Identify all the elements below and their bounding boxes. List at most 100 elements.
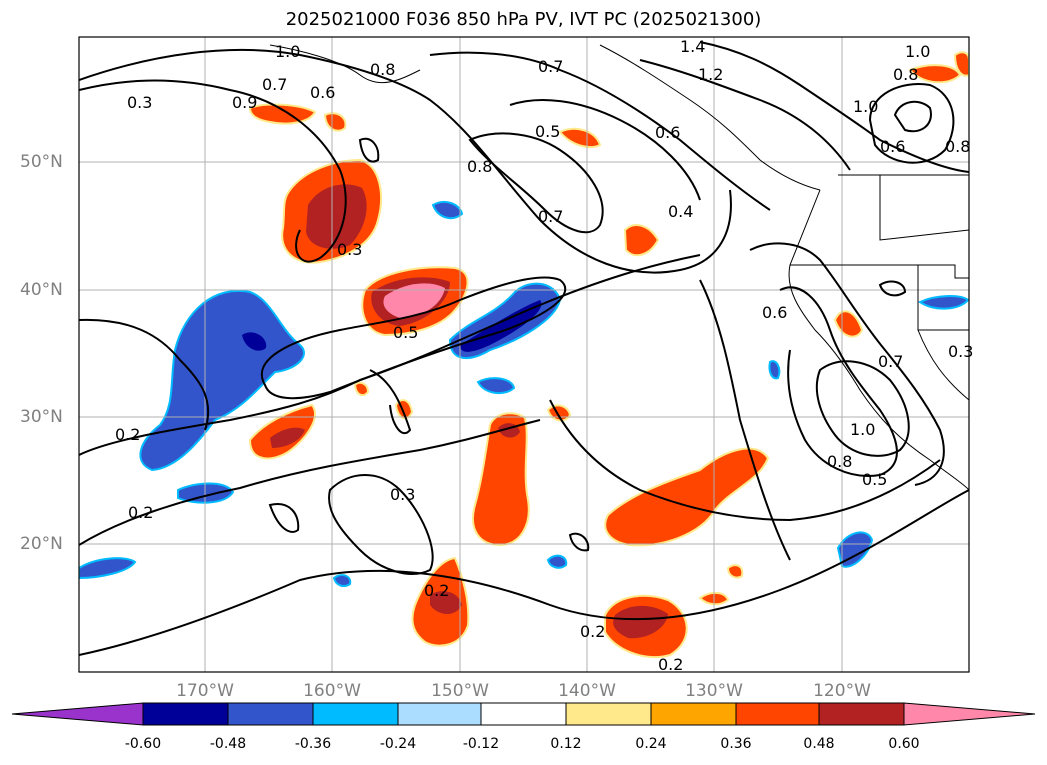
shaded-fields (79, 51, 969, 658)
coastline (788, 189, 969, 491)
colorbar-segment (227, 702, 314, 726)
contour-line (79, 48, 732, 274)
neg-region (242, 332, 267, 351)
contour-line (868, 83, 955, 164)
gridlines (79, 37, 969, 672)
contour-label: 1.0 (850, 420, 875, 439)
contour-label: 0.8 (827, 452, 852, 471)
contour-line (878, 280, 907, 297)
contour-label: 1.2 (698, 65, 723, 84)
neg-region (917, 295, 969, 310)
contour-label: 0.3 (390, 485, 415, 504)
pos-region (604, 447, 770, 547)
contour-label: 0.2 (128, 503, 153, 522)
pos-region (613, 605, 668, 639)
contour-label: 0.7 (878, 352, 903, 371)
contour-label: 0.8 (370, 60, 395, 79)
map-title: 2025021000 F036 850 hPa PV, IVT PC (2025… (285, 9, 762, 30)
pos-region (270, 427, 305, 448)
map-frame (78, 36, 970, 673)
pos-region (383, 283, 445, 318)
neg-region (546, 554, 568, 569)
colorbar-segment (480, 702, 567, 726)
contour-label: 0.3 (948, 342, 973, 361)
lat-label: 40°N (20, 280, 63, 300)
pos-region (726, 564, 744, 579)
neg-region (79, 557, 137, 580)
coastline (917, 329, 969, 401)
contour-label: 0.5 (535, 122, 560, 141)
contour-label-group: 1.0 0.7 0.8 0.6 0.3 0.9 0.7 0.5 0.8 0.7 … (115, 37, 973, 674)
lon-label: 160°W (303, 681, 361, 701)
neg-region (768, 360, 781, 380)
lon-label: 170°W (176, 681, 234, 701)
neg-region (332, 574, 352, 587)
contour-line (328, 474, 434, 575)
contour-line (549, 399, 941, 522)
coastline (879, 175, 969, 241)
contour-label: 0.6 (655, 123, 680, 142)
pos-region (353, 381, 370, 397)
neg-region (476, 377, 516, 395)
lon-label: 150°W (431, 681, 489, 701)
contour-line (79, 318, 210, 431)
colorbar-extend-left (11, 702, 144, 726)
contour-line (79, 419, 541, 546)
contour-label: 0.7 (538, 207, 563, 226)
contour-label: 1.0 (905, 42, 930, 61)
lat-label: 30°N (20, 407, 63, 427)
coastline (790, 264, 969, 279)
contour-line (815, 360, 910, 457)
contour-line (429, 51, 771, 211)
contour-label: 0.6 (762, 303, 787, 322)
contour-label: 1.0 (275, 42, 300, 61)
contour-label: 0.7 (538, 57, 563, 76)
contour-label: 0.2 (115, 425, 140, 444)
contour-label: 0.5 (393, 323, 418, 342)
pos-region (430, 591, 462, 615)
contours (79, 41, 969, 656)
neg-region (836, 531, 874, 568)
colorbar (11, 702, 1036, 726)
contour-label: 0.3 (337, 240, 362, 259)
colorbar-label: -0.24 (379, 736, 417, 752)
colorbar-label: -0.48 (209, 736, 247, 752)
pos-region (306, 184, 367, 249)
pos-region (248, 103, 317, 125)
contour-line (639, 59, 851, 171)
contour-line (468, 132, 604, 234)
colorbar-label: 0.24 (635, 736, 667, 752)
contour-label: 1.0 (853, 97, 878, 116)
colorbar-label: -0.12 (462, 736, 500, 752)
colorbar-segment (818, 702, 905, 726)
contour-line (369, 369, 412, 435)
contour-line (749, 242, 945, 486)
contour-label: 0.2 (580, 622, 605, 641)
contour-label: 0.8 (467, 157, 492, 176)
contour-label: 0.9 (232, 93, 257, 112)
colorbar-label: 0.36 (720, 736, 752, 752)
pos-region (623, 224, 660, 257)
colorbar-label: 0.12 (550, 736, 582, 752)
colorbar-segment (142, 702, 229, 726)
contour-line (893, 100, 932, 133)
pos-region (472, 412, 530, 547)
pos-region (546, 404, 572, 422)
contour-label: 0.5 (862, 470, 887, 489)
contour-label: 0.7 (262, 75, 287, 94)
contour-line (568, 532, 590, 552)
contour-label: 0.3 (127, 93, 152, 112)
contour-label: 0.8 (945, 137, 970, 156)
contour-label: 0.2 (658, 655, 683, 674)
contour-label: 0.6 (310, 83, 335, 102)
pos-region (323, 112, 347, 132)
contour-line (699, 41, 969, 173)
contour-line (509, 99, 701, 201)
contour-line (260, 276, 567, 400)
contour-label: 1.4 (680, 37, 705, 56)
lon-label: 130°W (685, 681, 743, 701)
lat-label: 50°N (20, 152, 63, 172)
contour-line (79, 79, 347, 263)
contour-line (779, 286, 898, 477)
